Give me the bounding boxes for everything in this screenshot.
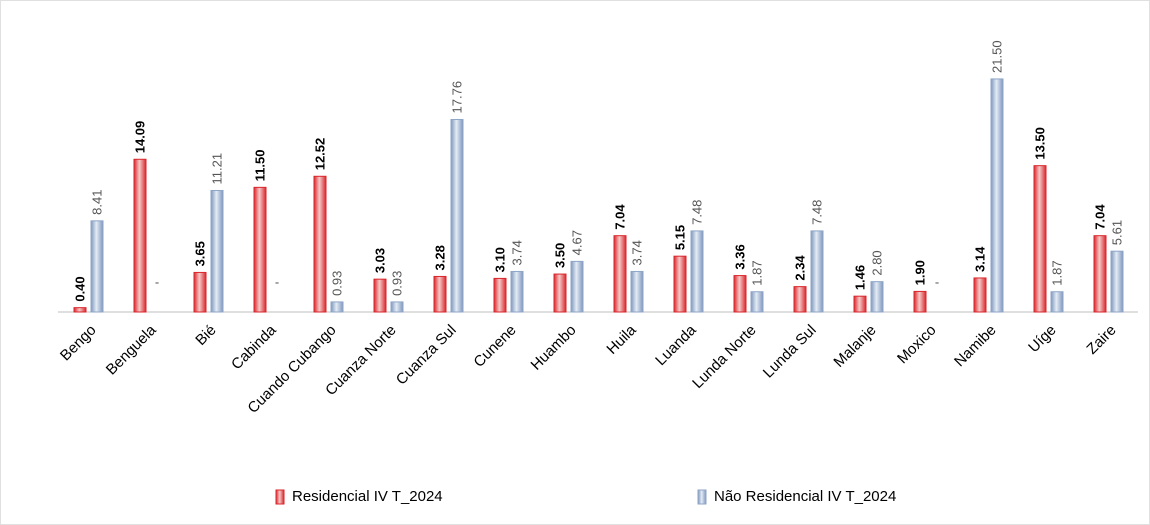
value-label: -: [155, 274, 159, 289]
value-label: 21.50: [989, 40, 1004, 73]
legend-label: Não Residencial IV T_2024: [714, 488, 896, 505]
value-label: 3.14: [972, 246, 987, 272]
bar: [1093, 235, 1107, 313]
bar: [913, 290, 927, 313]
bar: [450, 118, 464, 313]
value-label: 7.48: [689, 200, 704, 225]
bar: [613, 235, 627, 313]
value-label: 8.41: [89, 190, 104, 215]
bar: [990, 78, 1004, 313]
bar: [330, 301, 344, 313]
bar: [253, 186, 267, 313]
value-label: 17.76: [449, 81, 464, 114]
value-label: 0.93: [389, 271, 404, 296]
bar: [313, 175, 327, 313]
bar: [810, 230, 824, 313]
value-label: 0.40: [72, 276, 87, 301]
value-label: 1.87: [1049, 260, 1064, 285]
legend-label: Residencial IV T_2024: [292, 488, 443, 505]
value-label: 4.67: [569, 230, 584, 255]
bar: [733, 275, 747, 313]
value-label: 3.50: [552, 243, 567, 268]
value-label: 0.93: [329, 271, 344, 296]
value-label: 2.80: [869, 250, 884, 275]
value-label: 11.21: [209, 153, 224, 185]
value-label: 1.46: [852, 265, 867, 290]
bar: [1033, 165, 1047, 313]
bar: [973, 277, 987, 313]
bar: [433, 275, 447, 313]
value-label: 3.28: [432, 245, 447, 270]
bar: [193, 271, 207, 313]
bar: [853, 295, 867, 313]
value-label: -: [935, 274, 939, 289]
value-label: 2.34: [792, 255, 807, 281]
bar: [553, 273, 567, 313]
value-label: 1.90: [912, 260, 927, 285]
value-label: 3.36: [732, 244, 747, 269]
bar: [793, 286, 807, 313]
legend-swatch: [697, 489, 707, 505]
bar: [90, 220, 104, 313]
bar: [390, 301, 404, 313]
value-label: 3.03: [372, 248, 387, 273]
bar: [1050, 291, 1064, 313]
bar: [73, 307, 87, 313]
value-label: 12.52: [312, 138, 327, 171]
bar: [570, 260, 584, 313]
bar: [373, 278, 387, 313]
value-label: 7.04: [1092, 204, 1107, 230]
value-label: 11.50: [252, 150, 267, 182]
legend-swatch: [275, 489, 285, 505]
bar: [870, 281, 884, 313]
bar: [750, 291, 764, 313]
value-label: 3.74: [509, 240, 524, 265]
value-label: 3.65: [192, 241, 207, 266]
value-label: 3.74: [629, 240, 644, 265]
value-label: 3.10: [492, 247, 507, 272]
value-label: 5.15: [672, 225, 687, 250]
bar: [673, 255, 687, 313]
bar: [133, 158, 147, 313]
value-label: 5.61: [1109, 220, 1124, 245]
value-label: 7.04: [612, 204, 627, 230]
bar: [630, 270, 644, 313]
value-label: 13.50: [1032, 127, 1047, 160]
bar: [1110, 250, 1124, 313]
bar: [690, 230, 704, 313]
value-label: 7.48: [809, 200, 824, 225]
value-label: 14.09: [132, 121, 147, 154]
bar: [510, 270, 524, 313]
value-label: 1.87: [749, 260, 764, 285]
bar: [210, 189, 224, 313]
bar: [493, 277, 507, 313]
value-label: -: [275, 274, 279, 289]
